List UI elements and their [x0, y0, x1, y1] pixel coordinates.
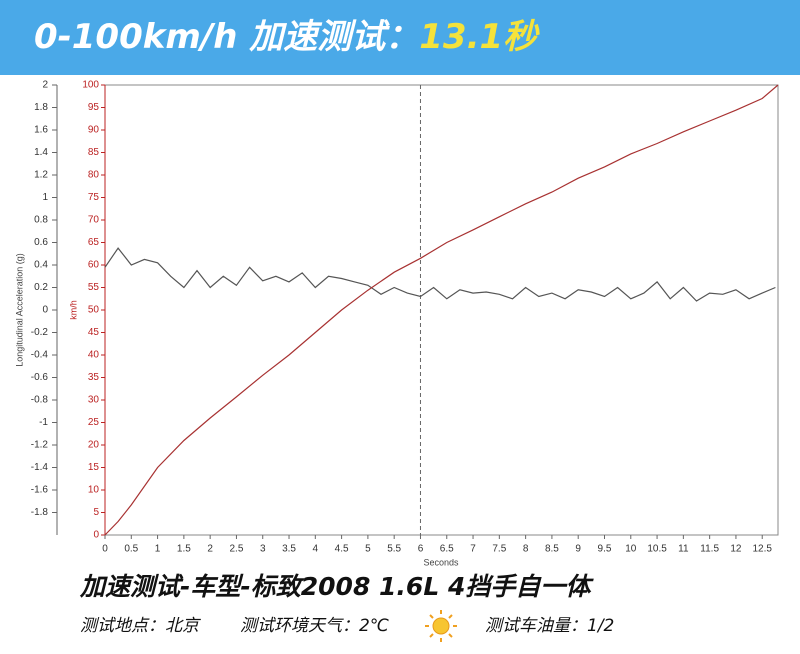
y-tick-label: -0.8: [31, 395, 49, 406]
y2-tick-label: 60: [88, 260, 100, 271]
y-tick-label: 1.4: [34, 147, 48, 158]
weather: 测试环境天气：2℃: [240, 616, 389, 636]
y2-tick-label: 55: [88, 282, 100, 293]
x-tick-label: 6.5: [440, 544, 454, 555]
series-line: [104, 247, 776, 302]
y2-tick-label: 50: [88, 305, 100, 316]
y2-tick-label: 95: [88, 102, 100, 113]
y-tick-label: 2: [42, 80, 48, 91]
x-tick-label: 12.5: [752, 544, 772, 555]
y-tick-label: 0.4: [34, 260, 48, 271]
x-tick-label: 3: [260, 544, 266, 555]
y2-tick-label: 35: [88, 372, 100, 383]
x-tick-label: 0.5: [124, 544, 138, 555]
y-tick-label: -0.4: [31, 350, 49, 361]
x-tick-label: 10.5: [647, 544, 667, 555]
x-tick-label: 0: [102, 544, 108, 555]
sun-icon: [425, 610, 457, 642]
x-tick-label: 5: [365, 544, 371, 555]
y-tick-label: 0.8: [34, 215, 48, 226]
y-tick-label: 0.2: [34, 282, 48, 293]
y-tick-label: 1: [42, 192, 48, 203]
title-text: 0-100km/h 加速测试：: [34, 17, 419, 57]
y2-tick-label: 80: [88, 170, 100, 181]
x-tick-label: 11: [678, 544, 689, 555]
result: 13.1秒: [419, 17, 540, 57]
y2-tick-label: 30: [88, 395, 100, 406]
y2-tick-label: 65: [88, 237, 100, 248]
y-tick-label: -1.6: [31, 485, 49, 496]
y2-tick-label: 90: [88, 125, 100, 136]
x-tick-label: 2.5: [229, 544, 243, 555]
y-tick-label: 0.6: [34, 237, 48, 248]
y2-tick-label: 0: [93, 530, 99, 541]
series-line: [104, 84, 779, 536]
y2-tick-label: 85: [88, 147, 100, 158]
y-tick-label: -1.8: [31, 507, 49, 518]
x-tick-label: 2: [207, 544, 213, 555]
y-tick-label: -0.2: [31, 327, 49, 338]
y2-tick-label: 45: [88, 327, 100, 338]
y2-tick-label: 25: [88, 417, 100, 428]
y-label: Longitudinal Acceleration (g): [14, 253, 24, 367]
location: 测试地点：北京: [80, 616, 201, 636]
model: 加速测试-车型-标致2008 1.6L 4挡手自一体: [79, 572, 594, 601]
y-tick-label: 0: [42, 305, 48, 316]
x-tick-label: 9.5: [598, 544, 612, 555]
y2-label: km/h: [68, 300, 78, 320]
y-tick-label: 1.8: [34, 102, 48, 113]
x-tick-label: 6: [418, 544, 424, 555]
x-tick-label: 11.5: [700, 544, 719, 555]
x-tick-label: 3.5: [282, 544, 296, 555]
y2-tick-label: 40: [88, 350, 100, 361]
x-tick-label: 4.5: [335, 544, 349, 555]
x-tick-label: 1.5: [177, 544, 191, 555]
y2-tick-label: 5: [93, 507, 99, 518]
plot-area: [104, 84, 779, 536]
x-tick-label: 8.5: [545, 544, 559, 555]
y2-tick-label: 100: [82, 80, 99, 91]
x-tick-label: 9: [575, 544, 581, 555]
y2-tick-label: 20: [88, 440, 100, 451]
banner: [0, 0, 800, 75]
y-tick-label: 1.6: [34, 125, 48, 136]
fuel: 测试车油量：1/2: [485, 616, 614, 636]
y2-tick-label: 10: [88, 485, 100, 496]
y2-tick-label: 70: [88, 215, 100, 226]
y-tick-label: -1.4: [31, 462, 49, 473]
x-tick-label: 8: [523, 544, 529, 555]
x-tick-label: 1: [155, 544, 161, 555]
y-tick-label: -0.6: [31, 372, 49, 383]
y2-tick-label: 75: [88, 192, 100, 203]
x-tick-label: 10: [625, 544, 637, 555]
y-tick-label: -1.2: [31, 440, 49, 451]
y-tick-label: -1: [39, 417, 48, 428]
x-tick-label: 7.5: [492, 544, 506, 555]
x-tick-label: 4: [313, 544, 319, 555]
y-tick-label: 1.2: [34, 170, 48, 181]
title: 0-100km/h 加速测试：13.1秒: [34, 17, 540, 57]
x-tick-label: 5.5: [387, 544, 401, 555]
y2-tick-label: 15: [88, 462, 100, 473]
x-tick-label: 12: [730, 544, 742, 555]
x-tick-label: 7: [470, 544, 476, 555]
x-label: Seconds: [423, 557, 459, 567]
